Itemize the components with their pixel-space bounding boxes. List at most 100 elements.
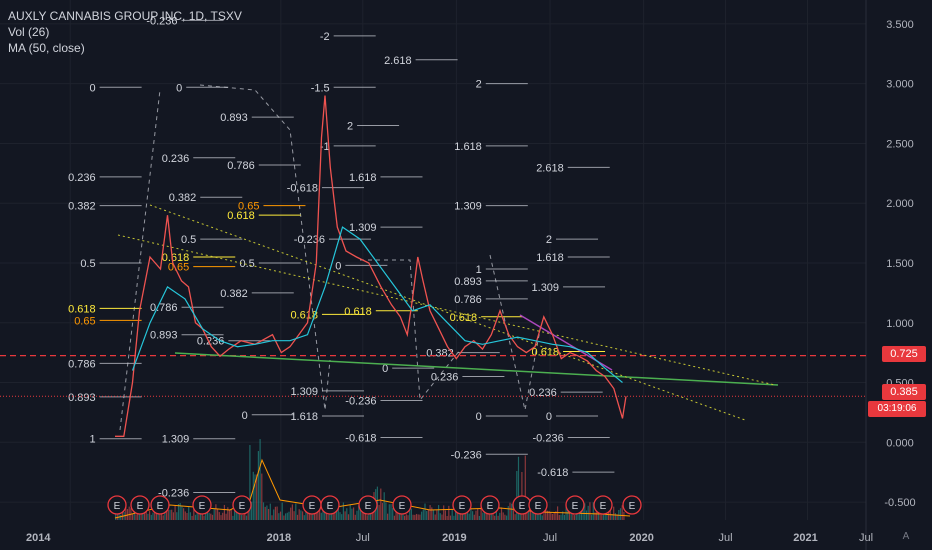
event-circle[interactable] <box>232 495 252 515</box>
earnings-event-marker[interactable]: E <box>480 495 500 515</box>
volume-bar <box>609 505 611 520</box>
fib-level-label: 1.309 <box>349 222 377 234</box>
volume-bar <box>302 511 304 520</box>
earnings-event-marker[interactable]: E <box>358 495 378 515</box>
earnings-event-marker[interactable]: E <box>320 495 340 515</box>
earnings-event-marker[interactable]: E <box>392 495 412 515</box>
volume-bar <box>405 514 407 520</box>
volume-bar <box>138 510 140 520</box>
fib-level-label: 0 <box>546 411 552 423</box>
price-axis[interactable]: 3.5003.0002.5002.0001.5001.0000.5000.000… <box>884 19 915 509</box>
volume-bar <box>215 504 217 520</box>
volume-bar <box>499 512 501 520</box>
volume-bar <box>419 514 421 520</box>
fib-level-label: 0.382 <box>68 201 96 213</box>
volume-bar <box>480 507 482 520</box>
event-circle[interactable] <box>480 495 500 515</box>
event-letter: E <box>365 501 372 512</box>
earnings-event-marker[interactable]: E <box>232 495 252 515</box>
event-circle[interactable] <box>452 495 472 515</box>
volume-bar <box>392 508 394 520</box>
volume-bar <box>171 509 173 520</box>
volume-bar <box>154 509 156 520</box>
earnings-event-marker[interactable]: E <box>565 495 585 515</box>
volume-bar <box>553 512 555 520</box>
volume-bar <box>132 513 134 520</box>
volume-bar <box>563 514 565 520</box>
fib-level-label: 1.618 <box>290 411 318 423</box>
volume-bar <box>524 455 526 520</box>
volume-bar <box>585 510 588 520</box>
volume-bar <box>368 511 370 520</box>
event-letter: E <box>487 501 494 512</box>
event-circle[interactable] <box>320 495 340 515</box>
volume-bar <box>266 505 268 520</box>
earnings-event-marker[interactable]: E <box>192 495 212 515</box>
event-circle[interactable] <box>358 495 378 515</box>
event-circle[interactable] <box>130 495 150 515</box>
earnings-event-marker[interactable]: E <box>302 495 322 515</box>
volume-bar <box>227 507 229 520</box>
volume-bar <box>565 504 567 520</box>
auto-scale-button[interactable]: A <box>902 531 910 542</box>
volume-bar <box>436 510 438 520</box>
volume-indicator-label[interactable]: Vol (26) <box>8 25 50 39</box>
volume-bar <box>128 506 130 520</box>
volume-bar <box>434 514 436 520</box>
earnings-event-marker[interactable]: E <box>512 495 532 515</box>
last-price-tag: 0.385 <box>882 384 926 400</box>
event-circle[interactable] <box>192 495 212 515</box>
x-tick-label: 2019 <box>442 532 466 544</box>
event-circle[interactable] <box>107 495 127 515</box>
volume-bar <box>619 508 622 520</box>
volume-bar <box>143 509 146 520</box>
event-circle[interactable] <box>150 495 170 515</box>
event-circle[interactable] <box>565 495 585 515</box>
volume-bar <box>580 511 582 520</box>
x-tick-label: Jul <box>543 532 557 544</box>
volume-bar <box>545 509 547 520</box>
volume-bar <box>426 510 428 520</box>
earnings-event-marker[interactable]: E <box>528 495 548 515</box>
volume-bar <box>381 502 384 520</box>
volume-bar <box>211 514 214 520</box>
chart-legend: AUXLY CANNABIS GROUP INC, 1D, TSXV Vol (… <box>8 8 242 56</box>
volume-bar <box>293 511 295 520</box>
volume-bar <box>526 511 528 520</box>
event-circle[interactable] <box>392 495 412 515</box>
event-circle[interactable] <box>528 495 548 515</box>
earnings-event-marker[interactable]: E <box>150 495 170 515</box>
volume-bar <box>312 514 314 520</box>
earnings-event-marker[interactable]: E <box>622 495 642 515</box>
fib-level-label: 0 <box>242 410 248 422</box>
earnings-event-marker[interactable]: E <box>130 495 150 515</box>
volume-bar <box>422 509 424 520</box>
event-circle[interactable] <box>622 495 642 515</box>
volume-bar <box>159 514 161 520</box>
volume-bar <box>616 514 618 520</box>
fib-levels: -0.236 -0.236 -2 2.618 2 0 0 -1.5 0.893 2 -1 1.618 0… <box>18 0 615 500</box>
earnings-event-marker[interactable]: E <box>593 495 613 515</box>
volume-bar <box>468 513 470 520</box>
fib-highlight-label: 0.65 <box>168 262 189 274</box>
channel-lower-line <box>149 204 746 421</box>
volume-bar <box>319 505 321 520</box>
volume-bar <box>308 510 310 520</box>
time-axis[interactable]: 2014 2018 Jul 2019 Jul 2020 Jul 2021 Jul <box>26 532 873 544</box>
earnings-event-marker[interactable]: E <box>107 495 127 515</box>
volume-bar <box>183 508 185 520</box>
volume-bar <box>305 509 307 520</box>
earnings-event-marker[interactable]: E <box>452 495 472 515</box>
event-circle[interactable] <box>593 495 613 515</box>
symbol-title[interactable]: AUXLY CANNABIS GROUP INC, 1D, TSXV <box>8 9 242 23</box>
fib-highlight-label: 0.65 <box>74 315 95 327</box>
volume-bar <box>283 515 285 520</box>
volume-bar <box>242 514 244 520</box>
event-letter: E <box>114 501 121 512</box>
ma-indicator-label[interactable]: MA (50, close) <box>8 41 85 55</box>
volume-bar <box>245 515 248 520</box>
volume-bar <box>160 509 163 520</box>
fib-level-label: -1.5 <box>311 82 330 94</box>
